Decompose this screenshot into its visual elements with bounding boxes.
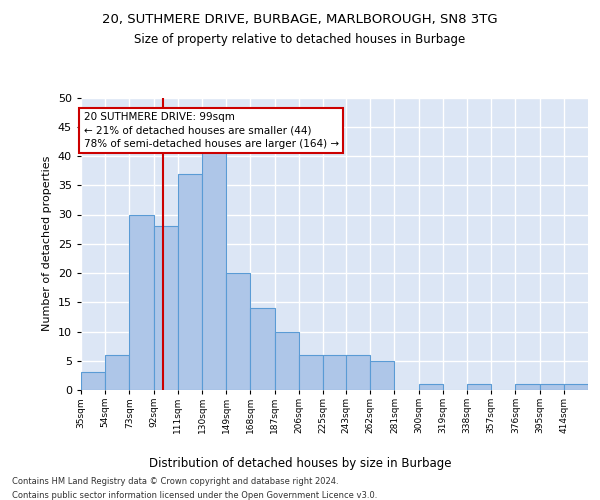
Text: Contains public sector information licensed under the Open Government Licence v3: Contains public sector information licen…	[12, 491, 377, 500]
Text: 20, SUTHMERE DRIVE, BURBAGE, MARLBOROUGH, SN8 3TG: 20, SUTHMERE DRIVE, BURBAGE, MARLBOROUGH…	[102, 12, 498, 26]
Text: Size of property relative to detached houses in Burbage: Size of property relative to detached ho…	[134, 32, 466, 46]
Text: 20 SUTHMERE DRIVE: 99sqm
← 21% of detached houses are smaller (44)
78% of semi-d: 20 SUTHMERE DRIVE: 99sqm ← 21% of detach…	[83, 112, 338, 148]
Bar	[539, 384, 564, 390]
Bar	[250, 308, 275, 390]
Bar	[275, 332, 299, 390]
Bar	[370, 361, 394, 390]
Text: Contains HM Land Registry data © Crown copyright and database right 2024.: Contains HM Land Registry data © Crown c…	[12, 478, 338, 486]
Bar	[346, 355, 370, 390]
Bar	[202, 144, 226, 390]
Y-axis label: Number of detached properties: Number of detached properties	[42, 156, 52, 332]
Bar	[154, 226, 178, 390]
Bar	[178, 174, 202, 390]
Bar	[299, 355, 323, 390]
Bar	[226, 273, 250, 390]
Bar	[564, 384, 588, 390]
Bar	[105, 355, 130, 390]
Text: Distribution of detached houses by size in Burbage: Distribution of detached houses by size …	[149, 458, 451, 470]
Bar	[515, 384, 539, 390]
Bar	[419, 384, 443, 390]
Bar	[467, 384, 491, 390]
Bar	[323, 355, 347, 390]
Bar	[130, 214, 154, 390]
Bar	[81, 372, 105, 390]
